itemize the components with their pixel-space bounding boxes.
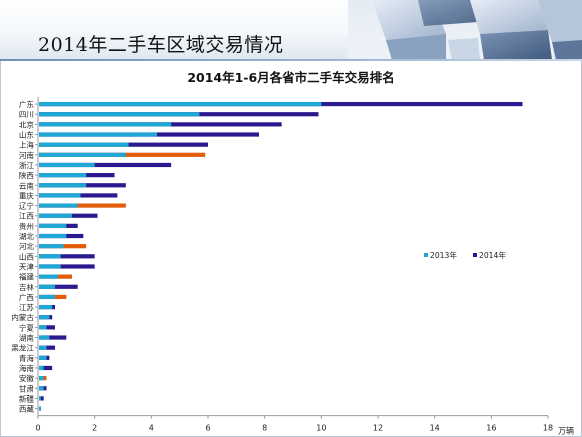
- bar-2013: [39, 406, 41, 411]
- category-label: 广东: [19, 99, 35, 109]
- bar-2013: [39, 132, 157, 137]
- bar-2013: [39, 264, 61, 269]
- bar-2013: [39, 396, 41, 401]
- bar-2013: [39, 244, 64, 249]
- bar-2013: [39, 304, 53, 310]
- category-label: 江西: [19, 212, 35, 221]
- bar-2013: [39, 284, 55, 289]
- bar-2013: [39, 101, 322, 107]
- bar-2013: [39, 183, 87, 188]
- x-tick-label: 18: [543, 424, 553, 433]
- bar-2013: [39, 365, 44, 371]
- chart-title: 2014年1-6月各省市二手车交易排名: [187, 70, 395, 85]
- bar-2013: [39, 274, 58, 279]
- bar-2014: [39, 284, 78, 289]
- bar-2013: [39, 203, 78, 208]
- bar-2013: [39, 355, 47, 360]
- x-tick-label: 12: [373, 424, 383, 433]
- category-label: 青海: [19, 353, 35, 363]
- category-label: 河南: [19, 150, 35, 160]
- category-label: 西藏: [19, 404, 35, 414]
- category-label: 湖南: [19, 333, 35, 343]
- bar-2013: [39, 386, 44, 391]
- x-tick-label: 10: [316, 424, 326, 433]
- bar-2013: [39, 122, 172, 127]
- category-label: 湖北: [19, 232, 35, 241]
- legend-label-2013: 2013年: [430, 250, 457, 260]
- category-label: 吉林: [19, 282, 35, 292]
- header-divider: [0, 59, 582, 61]
- banner-header: 2014年二手车区域交易情况: [0, 0, 582, 60]
- category-label: 安徽: [19, 373, 35, 383]
- bar-2013: [39, 233, 67, 239]
- category-label: 重庆: [19, 190, 35, 200]
- bar-2014: [39, 335, 67, 340]
- bar-2013: [39, 193, 81, 198]
- bar-2013: [39, 335, 50, 340]
- x-tick-label: 6: [205, 424, 210, 433]
- category-label: 宁夏: [19, 322, 35, 332]
- x-tick-label: 14: [430, 424, 440, 433]
- legend-swatch-2014: [473, 253, 477, 257]
- x-axis-unit-label: 万辆: [558, 426, 574, 436]
- legend-label-2014: 2014年: [479, 250, 506, 260]
- banner-title: 2014年二手车区域交易情况: [38, 34, 284, 56]
- x-tick-label: 16: [486, 424, 496, 433]
- category-label: 天津: [19, 262, 35, 271]
- bar-2013: [39, 376, 44, 381]
- category-label: 北京: [19, 119, 35, 129]
- bar-2013: [39, 345, 47, 350]
- x-tick-label: 4: [149, 424, 154, 433]
- x-tick-label: 0: [35, 424, 40, 433]
- category-label: 甘肃: [19, 383, 35, 393]
- category-label: 陕西: [19, 170, 35, 180]
- bar-2013: [39, 213, 72, 218]
- category-label: 福建: [19, 272, 35, 282]
- bar-2014: [39, 365, 53, 371]
- bar-2014: [39, 264, 95, 269]
- category-label: 浙江: [19, 160, 35, 170]
- category-label: 辽宁: [19, 201, 35, 211]
- category-label: 江苏: [19, 302, 35, 312]
- x-tick-label: 2: [92, 424, 97, 433]
- bar-2013: [39, 162, 95, 168]
- bar-2013: [39, 173, 87, 178]
- bar-2013: [39, 142, 129, 147]
- category-label: 海南: [19, 363, 35, 373]
- bar-2014: [39, 162, 172, 168]
- category-label: 上海: [19, 140, 35, 150]
- category-label: 内蒙古: [11, 312, 34, 322]
- bar-2013: [39, 223, 67, 228]
- category-label: 河北: [19, 242, 35, 251]
- bar-2013: [39, 112, 200, 117]
- bar-2013: [39, 325, 47, 330]
- bar-2014: [39, 203, 126, 208]
- bar-2014: [39, 396, 44, 401]
- bar-2014: [39, 325, 55, 330]
- bar-2013: [39, 294, 55, 300]
- category-label: 山东: [19, 130, 35, 140]
- category-label: 广西: [19, 292, 35, 302]
- bar-2013: [39, 315, 50, 320]
- category-label: 贵州: [19, 221, 34, 231]
- category-label: 山西: [19, 251, 35, 261]
- category-label: 四川: [19, 110, 34, 119]
- category-label: 云南: [19, 180, 35, 190]
- cubes-decoration-image: [348, 0, 582, 60]
- bar-2013: [39, 254, 61, 259]
- bar-2014: [39, 345, 55, 350]
- legend-swatch-2013: [424, 253, 428, 257]
- bar-2014: [39, 254, 95, 259]
- bar-2013: [39, 152, 126, 157]
- category-label: 新疆: [19, 393, 35, 403]
- category-label: 黑龙江: [11, 343, 34, 353]
- x-tick-label: 8: [262, 424, 267, 433]
